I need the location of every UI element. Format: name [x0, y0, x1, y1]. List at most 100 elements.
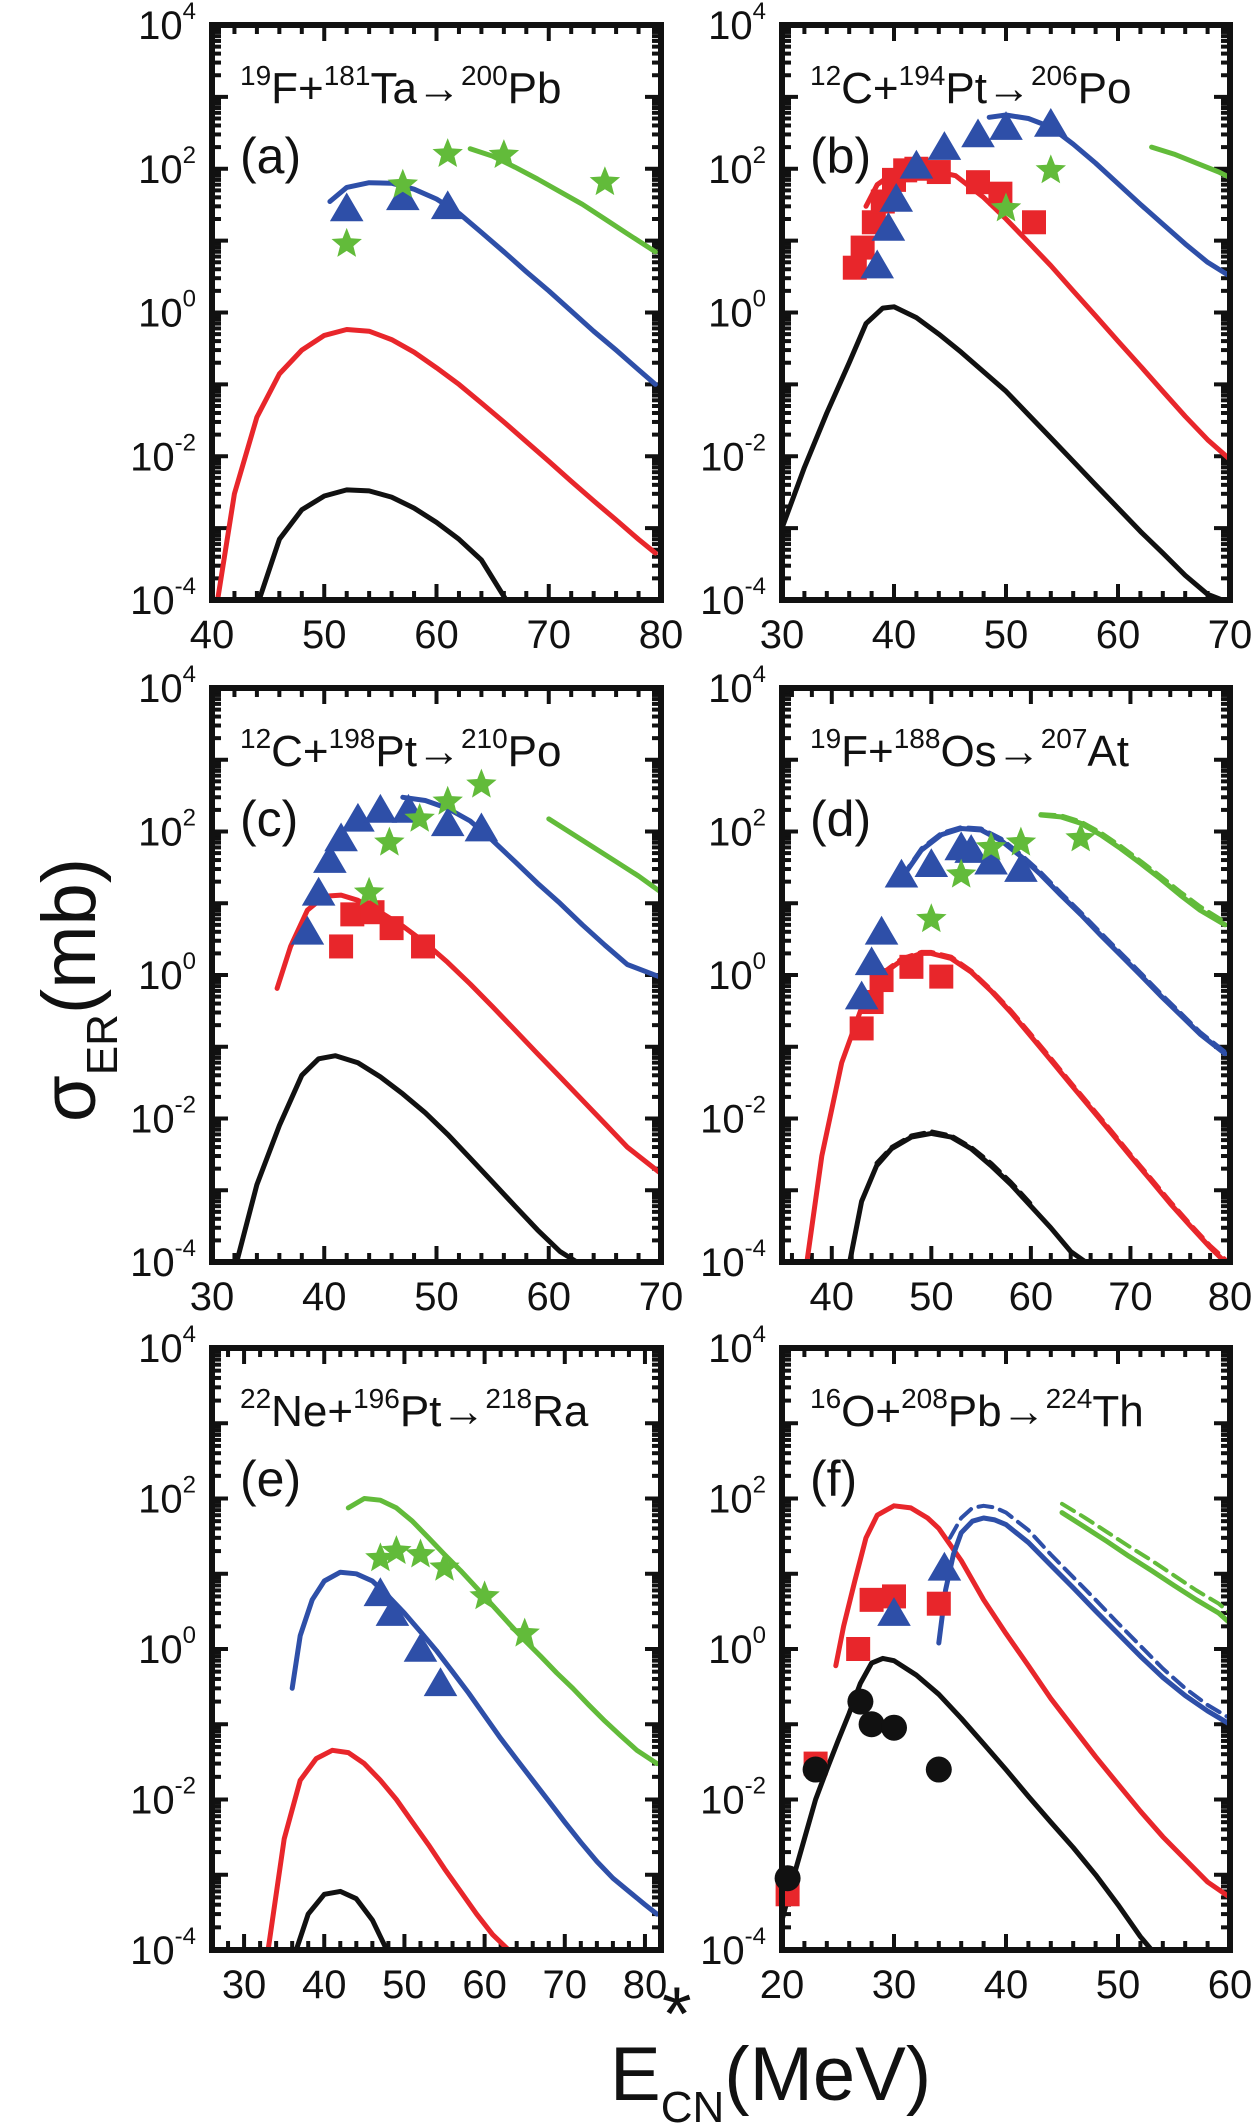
- triangle-point: [464, 812, 499, 842]
- y-tick-labels: 104 102 100 10-2 10-4: [130, 0, 196, 623]
- y-axis-title-symbol: σ: [27, 1075, 112, 1122]
- triangle-point: [423, 1667, 458, 1697]
- triangle-point: [899, 149, 934, 179]
- y-axis-title-subscript: ER: [78, 1014, 127, 1075]
- x-tick-label: 30: [872, 1963, 917, 2007]
- triangle-point: [871, 211, 906, 241]
- star-point: [469, 1580, 500, 1610]
- plot-frame: [209, 685, 664, 1265]
- y-tick-label: 104: [138, 0, 196, 48]
- star-point: [589, 166, 621, 196]
- markers: [363, 1535, 540, 1697]
- y-tick-label: 10-4: [700, 573, 766, 623]
- panel-a: 104 102 100 10-2 10-440 50 60 70 80 19F+181Ta→200…: [130, 0, 683, 657]
- blue-curve: [986, 112, 1230, 279]
- triangle-point: [430, 190, 465, 220]
- red-curve: [833, 1503, 1230, 1900]
- star-point: [1065, 822, 1096, 852]
- triangle-point: [877, 1597, 911, 1626]
- triangle-point: [375, 1597, 410, 1626]
- x-tick-label: 40: [872, 613, 917, 657]
- red-curve: [265, 1747, 513, 1950]
- panel-label: (c): [240, 791, 298, 847]
- square-point: [899, 954, 924, 979]
- x-tick-label: 50: [302, 613, 347, 657]
- circle-point: [925, 1756, 952, 1783]
- panel-f: 104 102 100 10-2 10-420 30 40 50 60 16O+208Pb→224…: [700, 1321, 1252, 2007]
- curves: [234, 794, 661, 1262]
- x-tick-label: 40: [984, 1963, 1029, 2007]
- markers: [329, 138, 621, 257]
- x-tick-label: 60: [1208, 1963, 1253, 2007]
- star-point: [365, 1542, 396, 1572]
- x-tick-label: 60: [462, 1963, 507, 2007]
- circle-point: [881, 1714, 907, 1741]
- star-point: [387, 168, 418, 198]
- x-tick-labels: 40 50 60 70 80: [190, 613, 684, 657]
- x-axis-title-symbol: E: [610, 2032, 661, 2117]
- star-point: [374, 826, 405, 856]
- x-tick-label: 70: [543, 1963, 588, 2007]
- panel-reaction-title: 19F+181Ta→200Pb: [240, 60, 561, 113]
- y-tick-labels: 104 102 100 10-2 10-4: [700, 0, 766, 623]
- green-curve: [345, 1496, 660, 1767]
- x-tick-label: 50: [382, 1963, 427, 2007]
- x-axis-title-unit: (MeV): [724, 2032, 931, 2117]
- x-axis-title-superscript: *: [662, 1972, 692, 2057]
- x-tick-label: 40: [302, 1275, 347, 1319]
- triangle-point: [363, 793, 398, 823]
- x-axis-title: ECN(MeV) *: [610, 1972, 931, 2126]
- green-curve: [1038, 812, 1228, 928]
- red-squares: [775, 1584, 951, 1907]
- panel-d: 104 102 100 10-2 10-4 40 50 60 70 80 19F+188Os→207…: [700, 661, 1252, 1319]
- square-point: [859, 1587, 884, 1612]
- square-point: [850, 235, 875, 260]
- y-tick-label: 100: [138, 286, 196, 336]
- green-stars: [365, 1535, 540, 1647]
- plot-frame: [209, 1345, 664, 1953]
- x-tick-labels: 30 40 50 60 70: [760, 613, 1253, 657]
- blue-triangles: [860, 107, 1068, 279]
- triangle-point: [313, 844, 347, 873]
- blue-curve: [936, 1515, 1230, 1727]
- triangle-point: [914, 848, 949, 878]
- y-tick-label: 10-4: [700, 1923, 766, 1973]
- black-curve: [782, 304, 1225, 600]
- panel-reaction-title: 12C+198Pt→210Po: [240, 723, 561, 776]
- panel-label: (e): [240, 1451, 301, 1507]
- red-curve: [863, 167, 1230, 462]
- y-tick-label: 102: [708, 142, 766, 192]
- panel-e: 104 102 100 10-2 10-4 30 40 50 60 70 80 22Ne+196Pt→…: [130, 1321, 667, 2007]
- square-point: [329, 934, 354, 959]
- triangle-point: [1034, 107, 1068, 137]
- panel-label: (a): [240, 128, 301, 184]
- x-tick-label: 60: [1009, 1275, 1054, 1319]
- y-tick-label: 100: [708, 948, 766, 998]
- y-tick-labels: 104 102 100 10-2 10-4: [700, 1321, 766, 1973]
- panel-label: (d): [810, 791, 871, 847]
- blue-triangles: [329, 181, 465, 222]
- blue-dashed-curve: [948, 1503, 1230, 1721]
- square-point: [966, 170, 990, 195]
- blue-curve: [327, 180, 658, 387]
- blue-triangles: [844, 831, 1038, 1010]
- x-tick-label: 20: [760, 1963, 805, 2007]
- y-tick-label: 104: [708, 0, 766, 48]
- y-tick-label: 104: [708, 661, 766, 711]
- triangle-point: [927, 131, 962, 160]
- black-curve: [256, 487, 509, 600]
- panel-reaction-title: 12C+194Pt→206Po: [810, 60, 1131, 113]
- y-tick-label: 10-2: [130, 1092, 196, 1142]
- star-point: [432, 785, 463, 815]
- x-tick-labels: 30 40 50 60 70 80: [222, 1963, 667, 2007]
- x-tick-label: 40: [302, 1963, 347, 2007]
- y-tick-label: 100: [708, 1622, 766, 1672]
- svg-text:σER(mb): σER(mb): [27, 858, 127, 1122]
- x-tick-label: 60: [414, 613, 459, 657]
- square-point: [340, 902, 365, 927]
- x-tick-labels: 40 50 60 70 80: [810, 1275, 1253, 1319]
- green-dashed-curve: [1038, 812, 1227, 924]
- green-stars: [331, 138, 621, 257]
- y-tick-label: 102: [708, 1472, 766, 1522]
